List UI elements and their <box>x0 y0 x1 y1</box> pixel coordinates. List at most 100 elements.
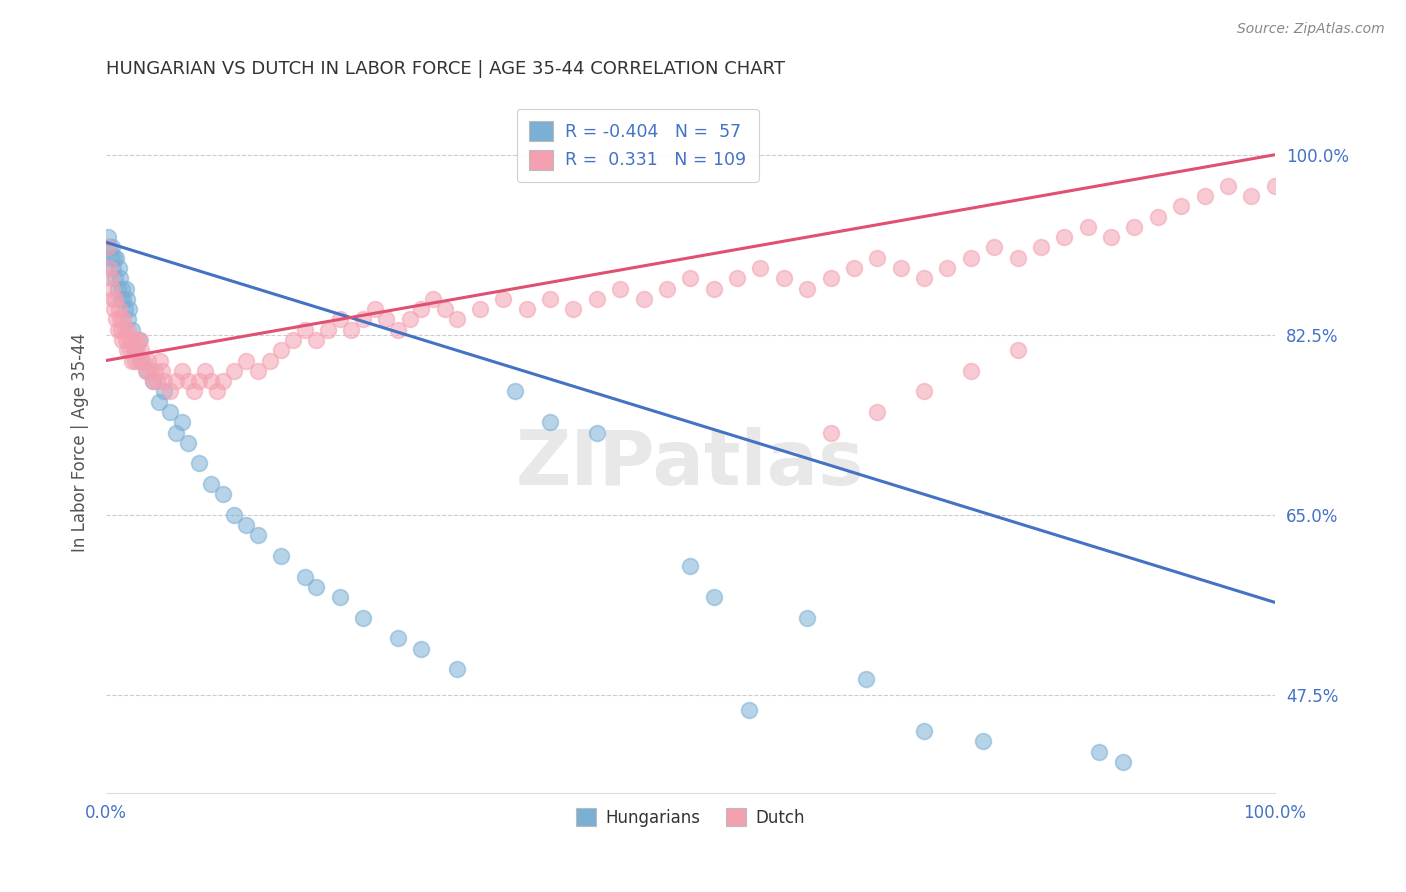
Point <box>352 312 374 326</box>
Point <box>633 292 655 306</box>
Point <box>107 260 129 275</box>
Point <box>105 251 128 265</box>
Point <box>1194 189 1216 203</box>
Point <box>97 230 120 244</box>
Point <box>115 343 138 358</box>
Point <box>121 333 143 347</box>
Point <box>224 364 246 378</box>
Point <box>340 323 363 337</box>
Point <box>165 374 187 388</box>
Point <box>1029 240 1052 254</box>
Point <box>1264 178 1286 193</box>
Point <box>97 240 120 254</box>
Point <box>983 240 1005 254</box>
Text: HUNGARIAN VS DUTCH IN LABOR FORCE | AGE 35-44 CORRELATION CHART: HUNGARIAN VS DUTCH IN LABOR FORCE | AGE … <box>105 60 785 78</box>
Point <box>110 323 132 337</box>
Point <box>446 662 468 676</box>
Point <box>104 271 127 285</box>
Point <box>128 353 150 368</box>
Point <box>98 240 121 254</box>
Point <box>585 425 607 440</box>
Point <box>912 384 935 399</box>
Point <box>104 292 127 306</box>
Point <box>159 405 181 419</box>
Point <box>211 487 233 501</box>
Point <box>149 353 172 368</box>
Point <box>107 281 129 295</box>
Point <box>107 302 129 317</box>
Point <box>124 343 146 358</box>
Point <box>446 312 468 326</box>
Point <box>117 323 139 337</box>
Point <box>305 580 328 594</box>
Point <box>294 323 316 337</box>
Point <box>329 590 352 604</box>
Point <box>1240 189 1263 203</box>
Point <box>205 384 228 399</box>
Point <box>118 333 141 347</box>
Point <box>135 364 157 378</box>
Point <box>153 374 176 388</box>
Point <box>128 333 150 347</box>
Point <box>101 260 124 275</box>
Point <box>259 353 281 368</box>
Point <box>246 364 269 378</box>
Point <box>235 353 257 368</box>
Point <box>796 281 818 295</box>
Point <box>364 302 387 317</box>
Point <box>100 271 122 285</box>
Point <box>655 281 678 295</box>
Point <box>108 271 131 285</box>
Point <box>125 333 148 347</box>
Point <box>772 271 794 285</box>
Point <box>153 384 176 399</box>
Text: ZIPatlas: ZIPatlas <box>516 427 865 500</box>
Legend: Hungarians, Dutch: Hungarians, Dutch <box>569 802 811 833</box>
Point <box>135 364 157 378</box>
Point <box>1123 219 1146 234</box>
Point <box>129 353 152 368</box>
Point <box>246 528 269 542</box>
Point <box>121 323 143 337</box>
Point <box>112 292 135 306</box>
Point <box>111 333 134 347</box>
Point <box>468 302 491 317</box>
Point <box>114 281 136 295</box>
Point <box>959 364 981 378</box>
Point <box>170 415 193 429</box>
Point <box>114 333 136 347</box>
Point <box>422 292 444 306</box>
Point <box>738 703 761 717</box>
Point <box>972 734 994 748</box>
Point <box>129 343 152 358</box>
Point <box>114 302 136 317</box>
Point <box>703 281 725 295</box>
Y-axis label: In Labor Force | Age 35-44: In Labor Force | Age 35-44 <box>72 334 89 552</box>
Point <box>103 302 125 317</box>
Point <box>115 292 138 306</box>
Point <box>224 508 246 522</box>
Point <box>235 518 257 533</box>
Point <box>159 384 181 399</box>
Point <box>194 364 217 378</box>
Point <box>375 312 398 326</box>
Point <box>165 425 187 440</box>
Point <box>270 549 292 563</box>
Point <box>121 353 143 368</box>
Point <box>1146 210 1168 224</box>
Point <box>316 323 339 337</box>
Point <box>118 302 141 317</box>
Point <box>132 353 155 368</box>
Point <box>114 323 136 337</box>
Point <box>1077 219 1099 234</box>
Point <box>188 374 211 388</box>
Point <box>148 394 170 409</box>
Point <box>516 302 538 317</box>
Point <box>281 333 304 347</box>
Point <box>1170 199 1192 213</box>
Point <box>538 415 561 429</box>
Point <box>411 302 433 317</box>
Point <box>107 323 129 337</box>
Point <box>1053 230 1076 244</box>
Point <box>305 333 328 347</box>
